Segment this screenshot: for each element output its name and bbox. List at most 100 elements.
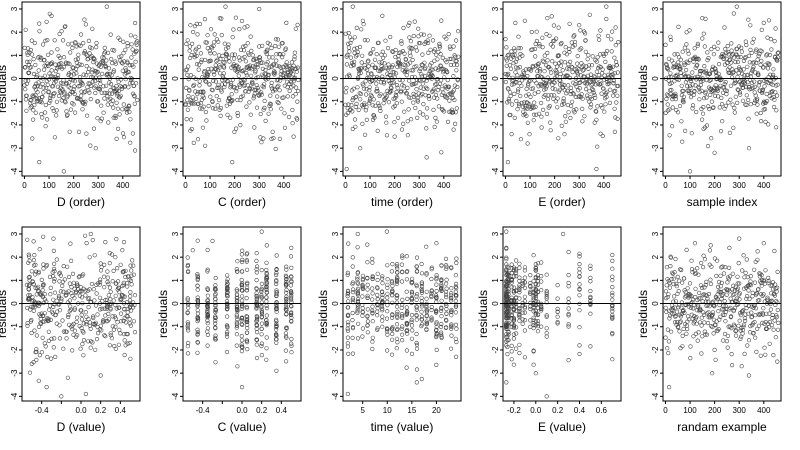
data-point [101, 55, 106, 61]
data-point [355, 286, 361, 292]
data-point [42, 341, 47, 346]
x-tick-label: 0.4 [574, 406, 586, 415]
data-point [70, 271, 76, 277]
data-point [349, 102, 354, 108]
data-point [702, 44, 707, 49]
data-point [274, 340, 279, 345]
data-point [531, 112, 537, 117]
data-point [771, 94, 776, 100]
data-point [506, 278, 511, 284]
data-point [535, 324, 541, 329]
data-point [42, 57, 47, 63]
data-point [406, 107, 411, 112]
data-point [244, 314, 249, 319]
data-point [533, 266, 538, 271]
data-point [417, 110, 423, 115]
data-point [419, 72, 424, 77]
data-point [113, 61, 118, 66]
data-point [700, 111, 706, 116]
data-point [429, 61, 434, 66]
data-point [64, 336, 69, 341]
data-point [736, 292, 742, 297]
data-point [774, 313, 779, 318]
data-point [84, 53, 89, 58]
data-point [259, 286, 264, 291]
data-point [42, 297, 48, 302]
data-point [669, 277, 674, 282]
data-point [701, 31, 706, 36]
data-point [375, 326, 380, 331]
data-point [240, 93, 246, 98]
data-point [133, 59, 138, 64]
data-point [345, 270, 351, 276]
data-point [680, 49, 685, 54]
data-point [566, 249, 571, 255]
data-point [740, 268, 745, 273]
data-point [122, 59, 127, 64]
data-point [408, 60, 413, 65]
data-point [72, 79, 77, 84]
data-point [205, 318, 210, 323]
data-point [506, 300, 511, 305]
data-point [274, 304, 279, 309]
data-point [196, 44, 202, 50]
data-point [132, 330, 138, 335]
data-point [724, 292, 729, 297]
data-point [774, 315, 779, 320]
data-point [409, 351, 415, 357]
data-point [350, 297, 355, 302]
data-point [736, 261, 741, 266]
data-point [700, 293, 705, 298]
data-point [284, 299, 289, 304]
data-point [185, 262, 191, 268]
data-point [272, 69, 277, 74]
data-point [206, 67, 211, 72]
data-point [542, 69, 547, 74]
data-point [33, 262, 38, 268]
data-point [186, 340, 191, 346]
data-point [686, 88, 691, 93]
data-point [290, 121, 295, 126]
data-point [583, 38, 588, 43]
data-point [767, 62, 772, 67]
data-point [200, 125, 205, 130]
data-point [437, 45, 443, 50]
data-point [727, 274, 733, 279]
data-point [353, 124, 358, 129]
data-point [414, 367, 420, 372]
data-point [380, 274, 385, 279]
data-point [125, 43, 130, 49]
data-point [419, 302, 424, 307]
data-point [766, 275, 771, 281]
data-point [751, 331, 756, 336]
data-point [37, 353, 43, 358]
data-point [124, 110, 130, 115]
data-point [216, 85, 221, 90]
y-tick-label: -4 [331, 167, 340, 175]
data-point [55, 84, 61, 89]
data-point [244, 104, 249, 109]
data-point [400, 297, 405, 303]
data-point [201, 95, 206, 100]
data-point [611, 81, 616, 86]
data-point [360, 283, 365, 288]
data-point [65, 375, 70, 380]
data-point [433, 92, 439, 97]
data-point [44, 19, 49, 24]
data-point [455, 62, 460, 68]
data-point [555, 320, 560, 325]
data-point [673, 94, 679, 99]
y-tick-label: -3 [171, 369, 180, 377]
data-point [724, 306, 729, 312]
data-point [94, 40, 99, 46]
plot-frame [21, 1, 141, 177]
data-point [350, 296, 356, 301]
data-point [101, 110, 106, 115]
data-point [775, 307, 780, 313]
data-point [238, 122, 243, 128]
data-point [283, 331, 289, 336]
data-point [544, 334, 549, 339]
data-point [251, 93, 257, 99]
data-point [392, 134, 397, 139]
data-point [758, 311, 763, 316]
